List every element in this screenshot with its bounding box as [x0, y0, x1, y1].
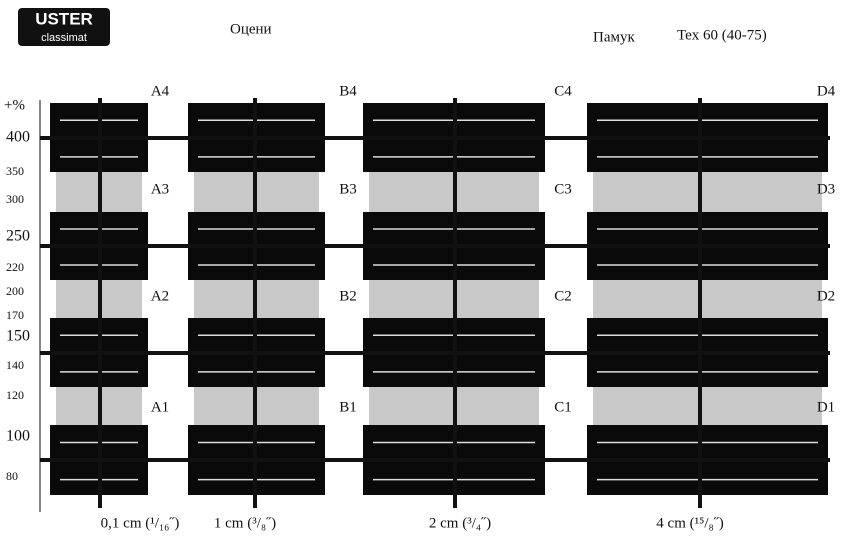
material: Памук — [593, 29, 635, 45]
gray-band — [593, 280, 822, 318]
grade-label: A1 — [151, 399, 169, 415]
scale-label: 200 — [6, 284, 24, 298]
logo-sub: classimat — [41, 32, 87, 44]
gray-band — [593, 387, 822, 425]
scale-label: 170 — [6, 308, 24, 322]
grade-label: B3 — [339, 181, 357, 197]
grade-label: D1 — [817, 399, 835, 415]
scale-label: 100 — [6, 428, 30, 445]
scale-label: 120 — [6, 388, 24, 402]
grade-label: A4 — [151, 83, 170, 99]
logo: USTER — [35, 9, 93, 28]
scale-label: 140 — [6, 358, 24, 372]
grade-label: C1 — [554, 399, 572, 415]
grade-label: B4 — [339, 83, 357, 99]
length-label: 4 cm (¹⁵/₈˝) — [656, 515, 723, 531]
length-label: 0,1 cm (¹/₁₆˝) — [101, 515, 180, 531]
count: Tex 60 (40-75) — [677, 27, 767, 43]
gray-band — [593, 172, 822, 212]
scale-label: 350 — [6, 164, 24, 178]
scale-label: 80 — [6, 469, 18, 483]
scale-label: 300 — [6, 192, 24, 206]
scale-label: 150 — [6, 328, 30, 345]
length-label: 1 cm (³/₈˝) — [214, 515, 276, 531]
grade-label: B1 — [339, 399, 357, 415]
scale-label: 400 — [6, 129, 30, 146]
scale-unit: +% — [4, 97, 25, 113]
grade-label: C4 — [554, 83, 572, 99]
title: Оцени — [230, 21, 272, 37]
logo-box — [18, 8, 110, 46]
grade-label: A3 — [151, 181, 169, 197]
grade-label: A2 — [151, 288, 169, 304]
grade-label: D3 — [817, 181, 835, 197]
scale-label: 220 — [6, 260, 24, 274]
grade-label: C2 — [554, 288, 572, 304]
length-label: 2 cm (³/₄˝) — [429, 515, 491, 531]
scale-label: 250 — [6, 228, 30, 245]
grade-label: D2 — [817, 288, 835, 304]
grade-label: D4 — [817, 83, 836, 99]
grade-label: C3 — [554, 181, 572, 197]
grade-label: B2 — [339, 288, 357, 304]
